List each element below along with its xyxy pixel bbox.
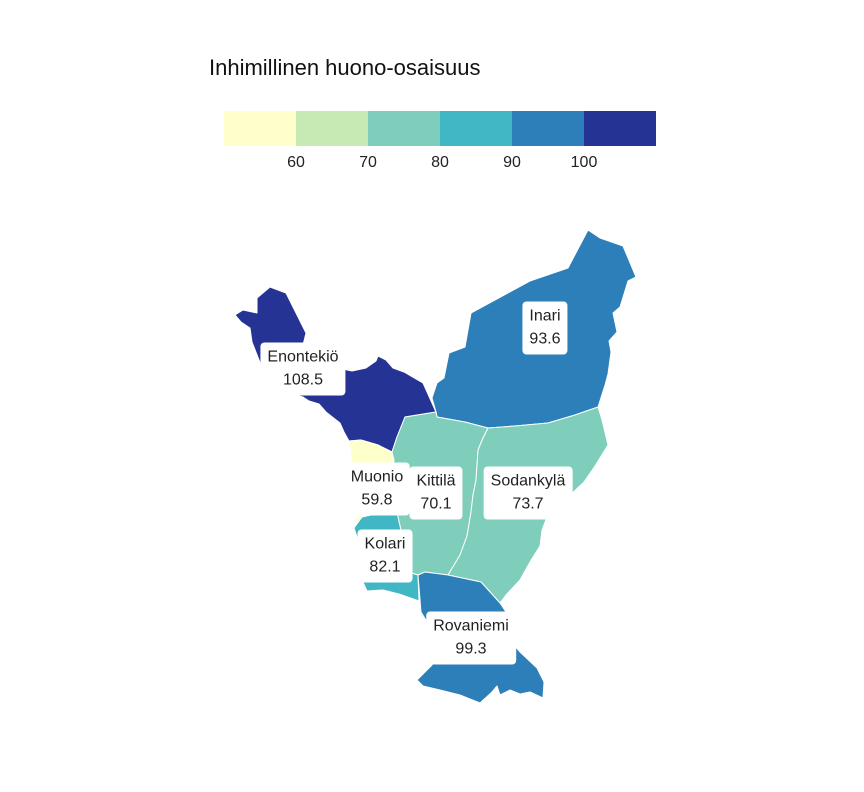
region-name: Kittilä bbox=[416, 472, 456, 490]
legend-swatch bbox=[296, 111, 368, 146]
region-label-sodankyla: Sodankylä 73.7 bbox=[483, 466, 573, 520]
legend-swatch bbox=[440, 111, 512, 146]
legend-tick: 70 bbox=[359, 154, 377, 171]
region-value: 99.3 bbox=[455, 640, 487, 658]
region-name: Rovaniemi bbox=[433, 617, 509, 635]
color-scale-legend bbox=[224, 111, 656, 146]
region-value: 108.5 bbox=[282, 371, 324, 389]
legend-swatch bbox=[368, 111, 440, 146]
legend-tick: 60 bbox=[287, 154, 305, 171]
region-name: Inari bbox=[529, 307, 561, 325]
legend-swatch bbox=[584, 111, 656, 146]
legend-tick: 90 bbox=[503, 154, 521, 171]
region-label-kolari: Kolari 82.1 bbox=[357, 529, 413, 583]
region-name: Muonio bbox=[350, 468, 404, 486]
region-value: 73.7 bbox=[512, 495, 544, 513]
region-value: 93.6 bbox=[529, 330, 561, 348]
region-value: 70.1 bbox=[420, 495, 452, 513]
legend-tick-labels: 60 70 80 90 100 bbox=[224, 154, 656, 176]
region-label-enontekio: Enontekiö 108.5 bbox=[260, 342, 346, 396]
region-label-kittila: Kittilä 70.1 bbox=[409, 466, 463, 520]
region-name: Enontekiö bbox=[267, 348, 339, 366]
region-name: Sodankylä bbox=[490, 472, 566, 490]
legend-swatch bbox=[224, 111, 296, 146]
legend-tick: 80 bbox=[431, 154, 449, 171]
region-value: 82.1 bbox=[369, 558, 401, 576]
region-name: Kolari bbox=[364, 535, 406, 553]
legend-tick: 100 bbox=[570, 154, 598, 171]
legend-title: Inhimillinen huono-osaisuus bbox=[209, 55, 481, 80]
region-value: 59.8 bbox=[361, 491, 393, 509]
legend-swatch bbox=[512, 111, 584, 146]
region-label-inari: Inari 93.6 bbox=[522, 301, 568, 355]
region-label-muonio: Muonio 59.8 bbox=[343, 462, 411, 516]
region-label-rovaniemi: Rovaniemi 99.3 bbox=[426, 611, 516, 665]
